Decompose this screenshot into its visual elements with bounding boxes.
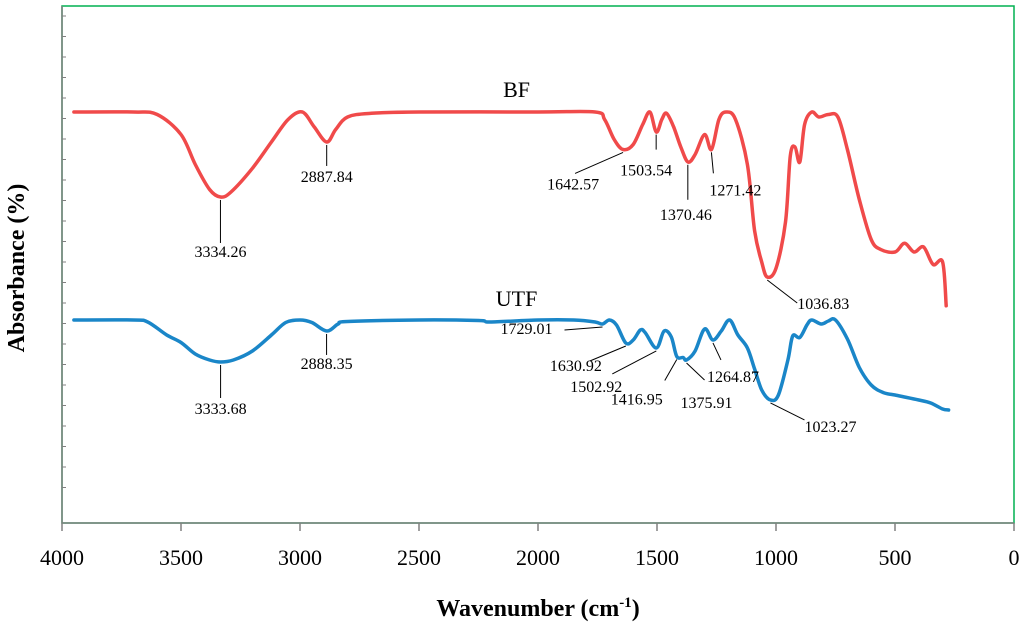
series-label-bf: BF [503,77,530,102]
annotation-leader [564,326,603,331]
peak-annotation: 3334.26 [194,244,246,261]
peak-annotation: 1023.27 [804,419,856,436]
annotation-layer: BF 3334.26 2887.84 1642.57 1503.54 1370.46 127… [194,77,856,436]
peak-annotation: 1503.54 [620,163,672,180]
y-minor-ticks [62,15,66,488]
peak-annotation: 1036.83 [797,296,849,313]
peak-annotation: 1375.91 [681,395,733,412]
peak-annotation: 1370.46 [660,207,712,224]
peak-annotation: 1630.92 [550,358,602,375]
peak-annotation: 1729.01 [500,321,552,338]
series-line-utf [72,317,951,412]
annotation-leader [664,359,678,381]
x-tick-label: 3000 [278,545,322,570]
peak-annotation: 1416.95 [611,392,663,409]
peak-annotation: 2888.35 [301,356,353,373]
x-axis-title: Wavenumber (cm-1) [436,595,639,622]
peak-annotation: 1502.92 [570,379,622,396]
annotation-leader [589,345,627,362]
x-ticks: 4000 3500 3000 2500 2000 1500 1000 500 0 [40,523,1020,570]
annotation-leader [686,362,705,381]
x-tick-label: 2500 [397,545,441,570]
annotation-leader [712,342,722,361]
series-line-bf [72,109,948,308]
peak-annotation: 3333.68 [195,401,247,418]
x-tick-label: 3500 [159,545,203,570]
peak-annotation: 1271.42 [709,182,761,199]
plot-frame [61,5,1015,524]
x-tick-label: 0 [1009,545,1020,570]
series-layer [72,109,951,412]
x-tick-label: 4000 [40,545,84,570]
peak-annotation: 1642.57 [547,176,599,193]
y-axis-title: Absorbance (%) [4,184,30,353]
annotation-leader [770,402,805,421]
peak-annotation: 2887.84 [301,169,353,186]
x-tick-label: 2000 [516,545,560,570]
annotation-leader [612,350,657,375]
annotation-leader [766,279,798,304]
x-tick-label: 1000 [754,545,798,570]
peak-annotation: 1264.87 [707,369,759,386]
x-tick-label: 500 [879,545,912,570]
x-tick-label: 1500 [635,545,679,570]
series-label-utf: UTF [496,286,538,311]
annotation-leader [574,151,624,174]
annotation-leader [710,152,714,174]
